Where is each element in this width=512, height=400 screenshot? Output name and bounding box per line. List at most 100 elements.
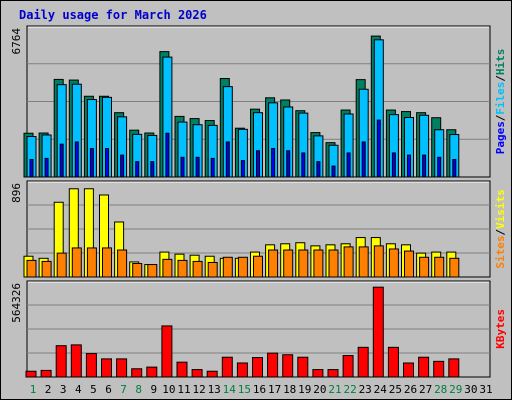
bar-kbytes-day-20 [312,369,324,378]
x-tick-label-day-14: 14 [223,383,237,396]
bar-kbytes-day-29 [448,358,460,378]
bar-sites-day-9 [147,264,158,278]
bar-sites-day-28 [434,256,445,278]
bar-sites-day-5 [86,247,97,278]
bar-pages-day-1 [29,158,34,178]
bar-sites-day-20 [313,249,324,278]
bar-kbytes-day-25 [387,346,399,378]
bar-pages-day-22 [346,152,351,178]
bar-pages-day-10 [165,132,170,178]
bar-kbytes-day-2 [40,369,52,378]
bar-sites-day-3 [56,252,67,278]
x-tick-label-day-10: 10 [162,383,175,396]
x-tick-label-day-23: 23 [359,383,372,396]
bar-pages-day-5 [89,148,94,178]
bar-sites-day-25 [388,248,399,278]
legend-separator-0: / [494,229,507,236]
bar-sites-day-24 [373,245,384,278]
x-tick-label-day-7: 7 [120,383,127,396]
x-tick-label-day-22: 22 [343,383,356,396]
bar-sites-day-2 [41,260,52,278]
bar-sites-day-18 [283,249,294,278]
bar-kbytes-day-15 [236,362,248,378]
x-tick-label-day-6: 6 [105,383,112,396]
bar-sites-day-23 [358,246,369,278]
bar-pages-day-2 [44,157,49,178]
bar-kbytes-day-7 [116,358,128,378]
bar-kbytes-day-23 [357,346,369,378]
x-tick-label-day-24: 24 [374,383,388,396]
x-tick-label-day-31: 31 [479,383,492,396]
x-tick-label-day-18: 18 [283,383,296,396]
bar-pages-day-20 [316,161,321,178]
bar-pages-day-4 [74,141,79,178]
bar-kbytes-day-18 [282,354,294,378]
bar-sites-day-21 [328,249,339,278]
bar-kbytes-day-19 [297,356,309,378]
bar-sites-day-22 [343,246,354,278]
bar-pages-day-6 [105,148,109,178]
bar-sites-day-10 [162,258,173,278]
bar-pages-day-25 [391,152,396,178]
legend-files: Files [494,82,507,115]
bar-kbytes-day-26 [403,362,414,378]
bar-kbytes-day-22 [342,355,354,378]
bar-pages-day-19 [301,152,306,178]
bar-pages-day-8 [135,161,140,178]
x-tick-label-day-8: 8 [135,383,142,396]
bar-sites-day-6 [102,247,112,278]
x-tick-label-day-16: 16 [253,383,266,396]
bar-sites-day-12 [192,260,203,278]
bar-sites-day-11 [177,259,188,278]
legend-hits: Hits [494,49,507,76]
bar-sites-day-4 [71,247,82,278]
legend-kbytes: KBytes [494,309,507,349]
x-tick-label-day-21: 21 [328,383,341,396]
bar-kbytes-day-8 [131,368,143,378]
x-tick-label-day-25: 25 [389,383,402,396]
bar-kbytes-day-10 [161,325,173,378]
ymax-label-kbytes: 564326 [10,283,23,323]
bar-kbytes-day-14 [221,356,233,378]
bar-pages-day-27 [422,154,427,178]
x-tick-label-day-17: 17 [268,383,281,396]
bar-kbytes-day-1 [25,370,37,378]
x-tick-label-day-13: 13 [208,383,221,396]
bar-pages-day-23 [361,141,366,178]
legend-pages: Pages [494,121,507,154]
bar-pages-day-7 [120,154,125,178]
x-tick-label-day-28: 28 [434,383,447,396]
bar-pages-day-26 [407,154,411,178]
bar-kbytes-day-11 [176,361,188,378]
bar-sites-day-8 [132,263,143,278]
bar-pages-day-12 [195,156,200,178]
x-tick-label-day-20: 20 [313,383,326,396]
x-tick-label-day-5: 5 [90,383,97,396]
bar-sites-day-13 [207,261,218,278]
bar-kbytes-day-27 [418,356,430,378]
bar-kbytes-day-5 [85,353,97,378]
x-tick-label-day-12: 12 [192,383,205,396]
bar-kbytes-day-21 [327,369,339,378]
bar-kbytes-day-6 [101,358,112,378]
bar-pages-day-16 [256,150,260,178]
bar-sites-day-19 [298,249,309,278]
x-tick-label-day-29: 29 [449,383,462,396]
bar-pages-day-3 [59,143,64,178]
bar-pages-day-29 [452,158,457,178]
legend-separator-0: / [494,114,507,121]
bar-kbytes-day-24 [372,286,384,378]
bar-pages-day-18 [286,150,291,178]
bar-kbytes-day-12 [191,369,203,378]
x-tick-label-day-2: 2 [45,383,52,396]
bar-kbytes-day-4 [70,344,82,378]
bar-sites-day-7 [117,249,128,278]
bar-pages-day-28 [437,156,442,178]
x-tick-label-day-19: 19 [298,383,311,396]
x-tick-label-day-3: 3 [60,383,67,396]
x-tick-label-day-11: 11 [177,383,190,396]
bar-kbytes-day-16 [252,357,263,378]
chart-title: Daily usage for March 2026 [19,8,207,22]
x-tick-label-day-27: 27 [419,383,432,396]
